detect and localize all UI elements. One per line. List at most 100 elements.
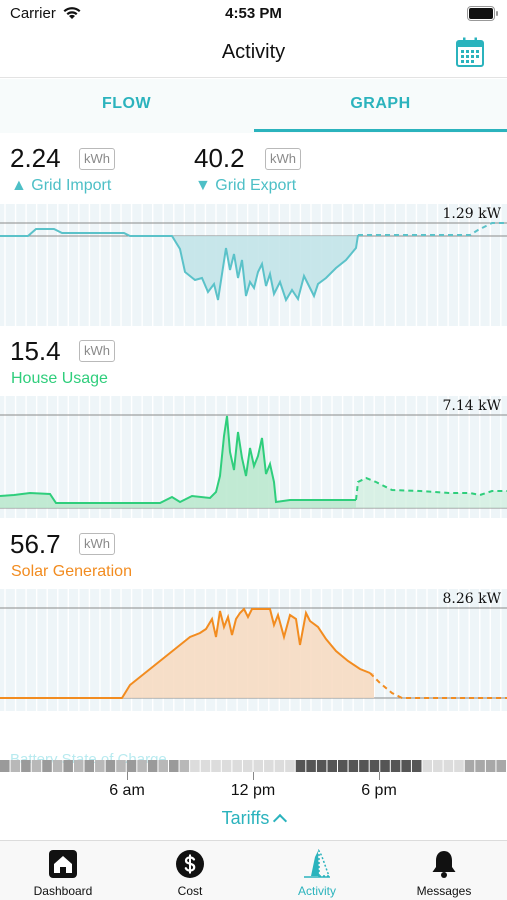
- tariff-cell: [63, 760, 73, 772]
- tariff-cell: [422, 760, 433, 772]
- tabbar-activity-label: Activity: [297, 884, 336, 898]
- tariffs-label: Tariffs: [221, 808, 270, 828]
- tariff-cell: [42, 760, 52, 772]
- tariff-cell: [327, 760, 337, 772]
- chevron-up-icon: [273, 813, 288, 829]
- tariff-cell: [158, 760, 168, 772]
- view-tabs: FLOW GRAPH: [0, 79, 507, 133]
- tariff-cell: [169, 760, 179, 772]
- status-time: 4:53 PM: [225, 5, 282, 22]
- tariff-cell: [200, 760, 211, 772]
- dollar-icon: [176, 850, 204, 878]
- time-label-12pm: 12 pm: [230, 782, 276, 799]
- tariff-cell: [464, 760, 475, 772]
- house-icon: [49, 850, 77, 878]
- solar-generation-area: [0, 609, 374, 698]
- tariff-cell: [10, 760, 21, 772]
- tariff-cell: [52, 760, 63, 772]
- tabbar-cost[interactable]: Cost: [127, 841, 253, 900]
- tick-12pm: [253, 772, 254, 780]
- house-forecast-area: [356, 478, 507, 508]
- tab-graph[interactable]: GRAPH: [350, 95, 411, 112]
- grid-forecast-line: [358, 222, 507, 236]
- house-forecast-line: [355, 476, 507, 501]
- house-usage-graph[interactable]: 7.14 kW: [0, 396, 507, 518]
- solar-graph-svg: [0, 589, 507, 711]
- battery-icon: [467, 6, 498, 21]
- tariff-cell: [433, 760, 443, 772]
- tariff-cell: [190, 760, 200, 772]
- tariff-cell: [401, 760, 411, 772]
- tariff-cell: [454, 760, 464, 772]
- grid-graph-svg: [0, 204, 507, 326]
- tabbar-dashboard-label: Dashboard: [33, 884, 93, 898]
- tariff-cell: [147, 760, 158, 772]
- tariffs-toggle[interactable]: Tariffs: [0, 808, 507, 829]
- tariff-bar[interactable]: [0, 760, 507, 772]
- tariff-cell: [95, 760, 105, 772]
- tariff-cell: [475, 760, 485, 772]
- tariff-cell: [253, 760, 264, 772]
- tabbar-dashboard[interactable]: Dashboard: [0, 841, 126, 900]
- grid-power-graph[interactable]: 1.29 kW: [0, 204, 507, 326]
- grid-peak-label: 1.29 kW: [442, 206, 502, 222]
- tariff-cell: [380, 760, 390, 772]
- solar-generation-line: [0, 607, 371, 699]
- time-label-6am: 6 am: [109, 782, 145, 799]
- tab-flow[interactable]: FLOW: [101, 95, 152, 112]
- tariff-cell: [137, 760, 147, 772]
- grid-export-value: 40.2: [194, 143, 245, 173]
- tariff-cell: [274, 760, 285, 772]
- grid-graph-gridlines: [4, 204, 502, 326]
- tariff-cell: [485, 760, 496, 772]
- tariff-cell: [105, 760, 116, 772]
- grid-export-unit: kWh: [265, 148, 301, 170]
- wifi-icon: [63, 7, 81, 19]
- carrier-label: Carrier: [10, 5, 56, 22]
- tariff-cell: [443, 760, 454, 772]
- tariff-cell: [285, 760, 295, 772]
- house-graph-svg: [0, 396, 507, 518]
- grid-power-line: [0, 228, 359, 303]
- solar-peak-label: 8.26 kW: [442, 591, 502, 607]
- tariff-cell: [242, 760, 253, 772]
- tariff-cell: [0, 760, 10, 772]
- time-label-6pm: 6 pm: [361, 782, 397, 799]
- tariff-cell: [316, 760, 327, 772]
- tariff-cell: [369, 760, 380, 772]
- tariff-cell: [73, 760, 84, 772]
- house-usage-value: 15.4: [10, 336, 61, 366]
- grid-import-label: ▲ Grid Import: [11, 177, 112, 194]
- house-usage-label: House Usage: [11, 370, 108, 387]
- tabbar-activity[interactable]: Activity: [254, 841, 380, 900]
- activity-icon: [304, 849, 331, 878]
- solar-generation-label: Solar Generation: [11, 563, 132, 580]
- tabbar-messages[interactable]: Messages: [381, 841, 507, 900]
- grid-import-unit: kWh: [79, 148, 115, 170]
- solar-generation-value: 56.7: [10, 529, 61, 559]
- solar-generation-graph[interactable]: 8.26 kW: [0, 589, 507, 711]
- tabbar-messages-label: Messages: [416, 884, 472, 898]
- tabbar-cost-label: Cost: [177, 884, 203, 898]
- tariff-cell: [359, 760, 369, 772]
- calendar-icon[interactable]: [455, 36, 485, 68]
- tariff-cell: [179, 760, 190, 772]
- tariff-cell: [306, 760, 316, 772]
- solar-generation-unit: kWh: [79, 533, 115, 555]
- grid-import-value: 2.24: [10, 143, 61, 173]
- bell-icon: [432, 851, 456, 878]
- tick-6pm: [379, 772, 380, 780]
- tariff-cell: [84, 760, 95, 772]
- tariff-cell: [264, 760, 274, 772]
- status-bar: Carrier 4:53 PM: [0, 0, 507, 28]
- tariff-cell: [221, 760, 232, 772]
- house-peak-label: 7.14 kW: [442, 398, 502, 414]
- house-usage-line: [0, 415, 356, 504]
- house-usage-unit: kWh: [79, 340, 115, 362]
- navigation-bar: Activity: [0, 28, 507, 78]
- tariff-cell: [496, 760, 506, 772]
- tab-active-indicator: [254, 129, 507, 132]
- tariff-cell: [116, 760, 126, 772]
- solar-forecast-line: [369, 672, 507, 699]
- tariff-cell: [21, 760, 31, 772]
